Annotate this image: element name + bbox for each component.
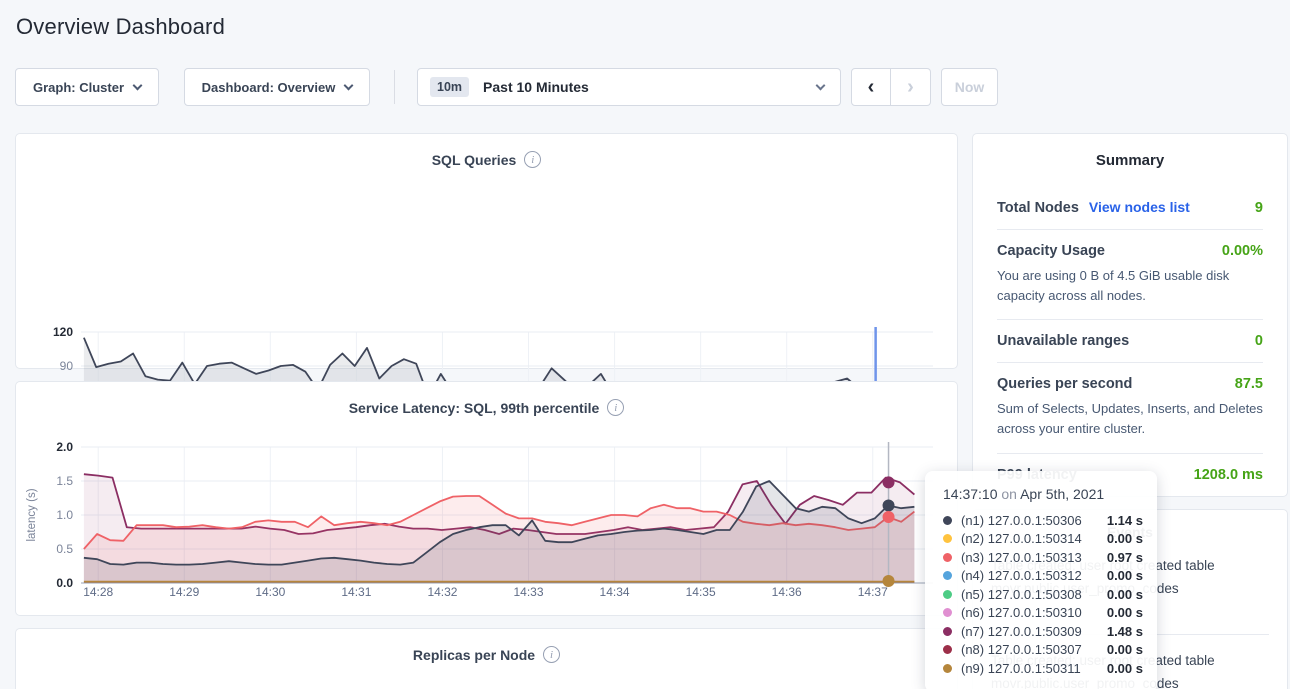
view-nodes-list-link[interactable]: View nodes list: [1089, 199, 1190, 215]
chevron-down-icon: [344, 80, 354, 90]
svg-text:120: 120: [53, 325, 73, 339]
graph-dropdown-label: Graph: Cluster: [33, 80, 124, 95]
summary-row-capacity-usage: Capacity Usage 0.00% You are using 0 B o…: [997, 229, 1263, 319]
svg-text:14:34: 14:34: [600, 585, 630, 599]
tooltip-row-n6: (n6) 127.0.0.1:503100.00 s: [943, 604, 1143, 623]
qps-value: 87.5: [1235, 376, 1263, 392]
info-icon[interactable]: i: [543, 646, 560, 663]
chart-hover-tooltip: 14:37:10 on Apr 5th, 2021 (n1) 127.0.0.1…: [925, 471, 1157, 689]
capacity-usage-value: 0.00%: [1222, 243, 1263, 259]
tooltip-row-n1: (n1) 127.0.0.1:503061.14 s: [943, 511, 1143, 530]
svg-text:1.0: 1.0: [56, 508, 73, 522]
svg-text:0.5: 0.5: [56, 542, 73, 556]
info-icon[interactable]: i: [524, 151, 541, 168]
svg-text:14:32: 14:32: [427, 585, 457, 599]
svg-text:0.0: 0.0: [56, 576, 73, 590]
summary-row-unavailable-ranges: Unavailable ranges 0: [997, 319, 1263, 362]
tooltip-row-n4: (n4) 127.0.0.1:503120.00 s: [943, 567, 1143, 586]
node-dot-icon: [943, 608, 952, 617]
svg-text:latency (s): latency (s): [26, 488, 38, 541]
time-range-badge: 10m: [430, 77, 469, 97]
time-range-select[interactable]: 10m Past 10 Minutes: [417, 68, 841, 106]
service-latency-card: Service Latency: SQL, 99th percentile i …: [15, 381, 958, 616]
chevron-down-icon: [133, 80, 143, 90]
tooltip-row-n2: (n2) 127.0.0.1:503140.00 s: [943, 530, 1143, 549]
tooltip-row-n8: (n8) 127.0.0.1:503070.00 s: [943, 641, 1143, 660]
svg-text:90: 90: [60, 359, 74, 373]
chevron-down-icon: [816, 80, 826, 90]
p99-latency-value: 1208.0 ms: [1194, 467, 1263, 483]
time-back-button[interactable]: ‹: [851, 68, 891, 106]
sql-queries-card: SQL Queries i 14:2814:2914:3014:3114:321…: [15, 133, 958, 369]
node-dot-icon: [943, 534, 952, 543]
node-dot-icon: [943, 571, 952, 580]
replicas-per-node-title: Replicas per Node: [413, 647, 535, 663]
svg-text:14:28: 14:28: [83, 585, 113, 599]
divider: [394, 70, 395, 104]
tooltip-timestamp: 14:37:10 on Apr 5th, 2021: [943, 486, 1143, 502]
svg-text:14:31: 14:31: [341, 585, 371, 599]
node-dot-icon: [943, 664, 952, 673]
node-dot-icon: [943, 590, 952, 599]
tooltip-row-n9: (n9) 127.0.0.1:503110.00 s: [943, 659, 1143, 678]
svg-text:14:37: 14:37: [858, 585, 888, 599]
time-range-label: Past 10 Minutes: [483, 79, 817, 95]
summary-title: Summary: [997, 152, 1263, 169]
node-dot-icon: [943, 645, 952, 654]
service-latency-chart[interactable]: 14:28 14:29 14:30 14:31 14:32 14:33 14:34 14:35…: [21, 437, 941, 609]
info-icon[interactable]: i: [607, 399, 624, 416]
tooltip-row-n5: (n5) 127.0.0.1:503080.00 s: [943, 585, 1143, 604]
svg-text:14:35: 14:35: [686, 585, 716, 599]
svg-text:14:33: 14:33: [513, 585, 543, 599]
summary-row-total-nodes: Total Nodes View nodes list 9: [997, 186, 1263, 229]
time-nav-group: ‹ ›: [851, 68, 931, 106]
node-dot-icon: [943, 553, 952, 562]
page-title: Overview Dashboard: [16, 14, 225, 40]
svg-text:14:30: 14:30: [255, 585, 285, 599]
time-forward-button[interactable]: ›: [891, 68, 931, 106]
node-dot-icon: [943, 516, 952, 525]
svg-text:2.0: 2.0: [56, 440, 73, 454]
dashboard-dropdown-label: Dashboard: Overview: [202, 80, 336, 95]
dashboard-dropdown[interactable]: Dashboard: Overview: [184, 68, 370, 106]
node-dot-icon: [943, 627, 952, 636]
svg-text:1.5: 1.5: [56, 474, 73, 488]
service-latency-title: Service Latency: SQL, 99th percentile: [349, 400, 600, 416]
total-nodes-value: 9: [1255, 200, 1263, 216]
summary-row-qps: Queries per second 87.5 Sum of Selects, …: [997, 362, 1263, 452]
replicas-per-node-card: Replicas per Node i: [15, 628, 958, 689]
now-button[interactable]: Now: [941, 68, 998, 106]
svg-text:14:29: 14:29: [169, 585, 199, 599]
svg-text:14:36: 14:36: [772, 585, 802, 599]
sql-queries-title: SQL Queries: [432, 152, 517, 168]
summary-panel: Summary Total Nodes View nodes list 9 Ca…: [972, 133, 1288, 497]
tooltip-row-n7: (n7) 127.0.0.1:503091.48 s: [943, 622, 1143, 641]
unavailable-ranges-value: 0: [1255, 333, 1263, 349]
graph-dropdown[interactable]: Graph: Cluster: [15, 68, 159, 106]
tooltip-row-n3: (n3) 127.0.0.1:503130.97 s: [943, 548, 1143, 567]
